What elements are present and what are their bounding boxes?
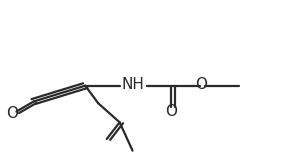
Text: O: O: [165, 104, 177, 119]
Text: O: O: [195, 77, 207, 92]
Text: O: O: [6, 107, 18, 121]
Text: NH: NH: [121, 76, 144, 92]
